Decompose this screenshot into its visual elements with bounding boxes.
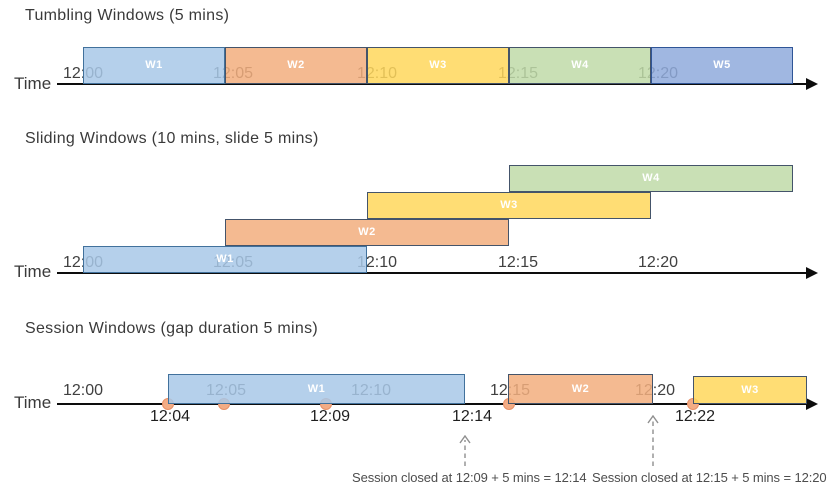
- window-label-w4: W4: [571, 59, 589, 71]
- window-tumbling-w5: W5: [651, 47, 793, 84]
- window-label-w3: W3: [429, 59, 447, 71]
- window-label-w2: W2: [358, 226, 376, 238]
- diagram-title-tumbling: Tumbling Windows (5 mins): [25, 7, 230, 24]
- window-sliding-w1: W1: [83, 246, 367, 273]
- time-axis-arrowhead-sliding: [806, 267, 818, 279]
- window-tumbling-w4: W4: [509, 47, 651, 84]
- time-axis-arrowhead-session: [806, 398, 818, 410]
- time-axis-label-session: Time: [14, 393, 52, 412]
- callout-dashed-arrow-1: [647, 415, 659, 466]
- event-time-label-12:04: 12:04: [149, 408, 191, 425]
- window-sliding-w3: W3: [367, 192, 651, 219]
- window-label-w1: W1: [216, 253, 234, 265]
- window-label-w5: W5: [713, 59, 731, 71]
- window-sliding-w2: W2: [225, 219, 509, 246]
- time-axis-line-session: [57, 403, 808, 405]
- window-label-w2: W2: [287, 59, 305, 71]
- event-time-label-12:22: 12:22: [674, 408, 716, 425]
- time-axis-arrowhead-tumbling: [806, 78, 818, 90]
- time-axis-label-tumbling: Time: [14, 74, 52, 93]
- time-axis-label-sliding: Time: [14, 262, 52, 281]
- window-tumbling-w3: W3: [367, 47, 509, 84]
- tick-label-sliding-3: 12:15: [497, 254, 539, 271]
- tick-label-session-0: 12:00: [62, 382, 104, 399]
- window-label-w3: W3: [500, 199, 518, 211]
- time-axis-line-sliding: [57, 272, 808, 274]
- event-time-label-12:14: 12:14: [451, 408, 493, 425]
- time-axis-line-tumbling: [57, 83, 808, 85]
- window-label-w3: W3: [741, 383, 759, 396]
- window-session-w2: W2: [508, 374, 653, 404]
- callout-text-0: Session closed at 12:09 + 5 mins = 12:14: [352, 470, 587, 485]
- diagram-title-session: Session Windows (gap duration 5 mins): [25, 320, 319, 337]
- window-tumbling-w2: W2: [225, 47, 367, 84]
- callout-dashed-arrow-0: [459, 435, 471, 466]
- callout-text-1: Session closed at 12:15 + 5 mins = 12:20: [592, 470, 827, 485]
- tick-label-sliding-4: 12:20: [637, 254, 679, 271]
- window-session-w1: W1: [168, 374, 465, 404]
- diagram-title-sliding: Sliding Windows (10 mins, slide 5 mins): [25, 130, 319, 147]
- window-sliding-w4: W4: [509, 165, 793, 192]
- window-label-w1: W1: [145, 59, 163, 71]
- event-time-label-12:09: 12:09: [309, 408, 351, 425]
- window-label-w4: W4: [642, 172, 660, 184]
- window-session-w3: W3: [693, 376, 807, 404]
- window-tumbling-w1: W1: [83, 47, 225, 84]
- window-label-w1: W1: [307, 382, 326, 395]
- window-label-w2: W2: [571, 382, 590, 395]
